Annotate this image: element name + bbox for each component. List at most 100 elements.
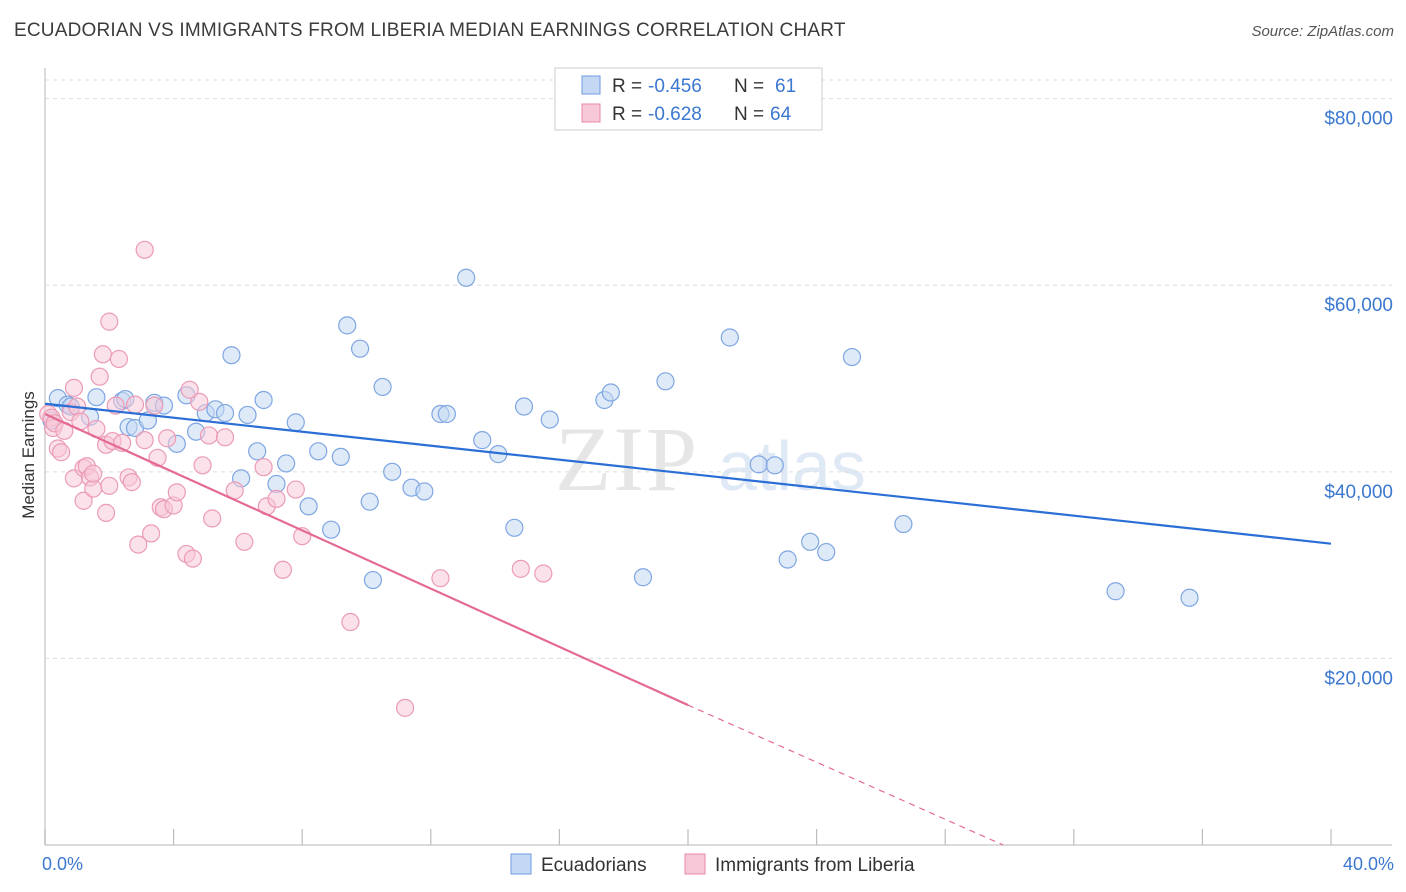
liberia-point	[254, 458, 273, 477]
liberia-point	[84, 464, 103, 483]
liberia-point	[534, 564, 553, 583]
trend-lines	[44, 402, 1332, 846]
chart-title: ECUADORIAN VS IMMIGRANTS FROM LIBERIA ME…	[14, 20, 846, 41]
ecuadorians-point	[238, 405, 257, 425]
y-tick-label: $40,000	[1324, 482, 1393, 503]
liberia-point	[135, 240, 154, 259]
liberia-point	[286, 480, 305, 499]
legend-r-value-1: -0.456	[648, 76, 702, 97]
bottom-legend-ecuadorians: Ecuadorians	[541, 855, 647, 876]
liberia-point	[122, 472, 141, 492]
ecuadorians-point	[817, 542, 836, 562]
ecuadorians-point	[338, 316, 357, 335]
liberia-point	[235, 532, 254, 551]
liberia-point	[267, 489, 286, 508]
ecuadorians-point	[322, 520, 341, 539]
ecuadorians-point	[749, 455, 768, 474]
ecuadorians-point	[254, 390, 273, 410]
liberia-point	[135, 431, 154, 450]
x-tick-label-max: 40.0%	[1343, 854, 1394, 874]
ecuadorians-point	[215, 403, 235, 423]
y-tick-label: $80,000	[1324, 109, 1393, 130]
y-tick-label: $60,000	[1324, 295, 1393, 316]
liberia-point	[215, 428, 235, 447]
ecuadorians-point	[601, 383, 620, 402]
x-ticks	[44, 829, 1332, 845]
ecuadorians-point	[363, 570, 383, 590]
liberia-point	[125, 395, 145, 414]
ecuadorians-point	[437, 404, 456, 424]
liberia-point	[183, 549, 202, 568]
legend-swatch-ecuadorians	[581, 75, 601, 95]
liberia-point	[145, 396, 164, 415]
ecuadorians-point	[514, 397, 534, 416]
ecuadorians-point	[87, 388, 106, 407]
liberia-point	[158, 429, 177, 448]
ecuadorians-point	[656, 372, 675, 391]
legend-r-value-2: -0.628	[648, 104, 702, 125]
legend-n-label-2: N =	[734, 104, 764, 125]
liberia-points	[39, 240, 553, 717]
legend-top: R = -0.456 N = 61 R = -0.628 N = 64	[554, 67, 823, 131]
ecuadorians-point	[505, 518, 524, 537]
watermark-atlas: atlas	[718, 427, 866, 505]
liberia-point	[109, 349, 129, 369]
trend-line-ecuadorians	[44, 402, 1332, 545]
liberia-point	[106, 396, 125, 415]
bottom-swatch-ecuadorians	[510, 853, 532, 875]
legend-n-value-2: 64	[770, 104, 792, 125]
liberia-point	[193, 456, 212, 475]
legend-swatch-liberia	[581, 103, 601, 123]
ecuadorians-point	[778, 550, 797, 569]
liberia-point	[199, 426, 219, 445]
y-tick-label: $20,000	[1324, 668, 1393, 689]
legend-n-value-1: 61	[775, 76, 796, 97]
axes	[44, 68, 1392, 846]
ecuadorians-point	[1106, 582, 1125, 601]
liberia-point	[141, 524, 161, 543]
liberia-point	[190, 392, 209, 411]
ecuadorians-point	[415, 482, 434, 501]
x-tick-label-min: 0.0%	[42, 854, 83, 874]
ecuadorians-point	[842, 347, 862, 367]
y-tick-labels: $20,000 $40,000 $60,000 $80,000	[1324, 109, 1393, 690]
source-label: Source: ZipAtlas.com	[1251, 23, 1394, 40]
liberia-point	[100, 312, 119, 331]
legend-n-label-1: N =	[734, 76, 764, 97]
ecuadorians-point	[248, 442, 267, 461]
ecuadorians-point	[299, 497, 318, 516]
ecuadorians-point	[383, 462, 402, 481]
ecuadorians-point	[373, 377, 392, 397]
legend-r-label-1: R =	[612, 76, 642, 97]
ecuadorians-point	[1180, 588, 1199, 607]
ecuadorians-point	[309, 442, 328, 461]
ecuadorians-point	[894, 514, 913, 534]
legend-r-label-2: R =	[612, 104, 642, 125]
ecuadorians-point	[331, 447, 350, 467]
legend-bottom: Ecuadorians Immigrants from Liberia	[510, 853, 915, 876]
liberia-point	[341, 612, 360, 632]
watermark-zip: ZIP	[555, 408, 699, 510]
liberia-point	[511, 559, 530, 578]
ecuadorians-point	[277, 454, 296, 473]
liberia-point	[167, 483, 186, 502]
ecuadorians-point	[457, 268, 476, 287]
y-axis-label: Median Earnings	[19, 391, 38, 519]
trend-line-liberia-extension	[687, 704, 1004, 846]
liberia-point	[96, 503, 116, 522]
ecuadorians-point	[540, 410, 559, 429]
ecuadorians-point	[350, 339, 370, 358]
gridlines	[45, 79, 1392, 659]
liberia-point	[93, 345, 112, 364]
ecuadorians-point	[801, 532, 820, 551]
liberia-point	[74, 491, 93, 510]
ecuadorians-point	[765, 456, 784, 475]
liberia-point	[273, 560, 293, 579]
liberia-point	[180, 380, 199, 399]
liberia-point	[64, 378, 84, 397]
liberia-point	[431, 569, 450, 588]
ecuadorians-point	[720, 328, 739, 347]
liberia-point	[51, 443, 71, 462]
bottom-swatch-liberia	[684, 853, 706, 875]
